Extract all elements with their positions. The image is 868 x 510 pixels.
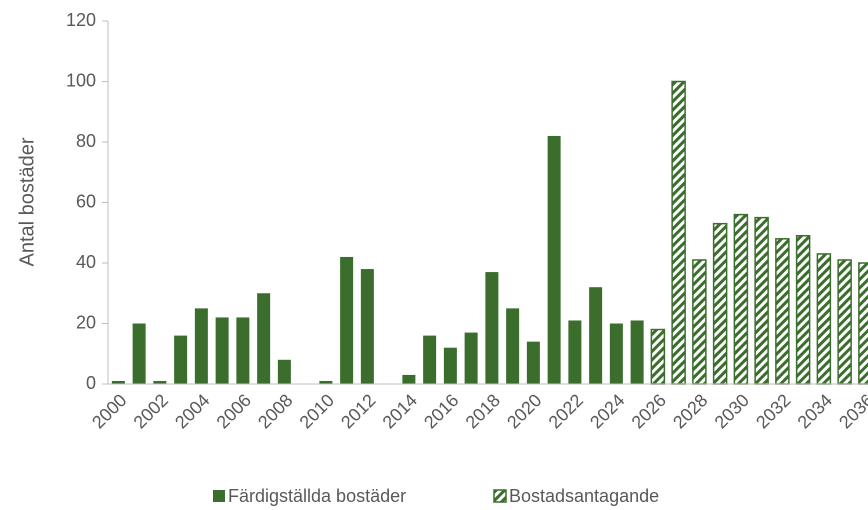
legend-swatch — [213, 490, 225, 502]
x-tick-label: 2024 — [586, 390, 628, 432]
bar — [630, 320, 644, 384]
x-tick-label: 2028 — [669, 390, 711, 432]
bar — [174, 335, 188, 384]
bar — [650, 328, 666, 385]
y-tick-label: 60 — [76, 191, 96, 211]
bar — [692, 259, 707, 385]
legend-label: Bostadsantagande — [509, 486, 659, 506]
x-tick-label: 2036 — [835, 390, 868, 432]
bar — [485, 272, 499, 384]
x-tick-label: 2022 — [545, 390, 587, 432]
y-axis-title: Antal bostäder — [16, 137, 38, 266]
bar — [236, 317, 250, 384]
x-tick-label: 2000 — [88, 390, 130, 432]
x-tick-label: 2012 — [337, 390, 379, 432]
bar — [609, 323, 623, 384]
x-tick-label: 2010 — [296, 390, 338, 432]
bar — [754, 216, 769, 385]
bar — [360, 269, 374, 384]
y-tick-label: 40 — [76, 252, 96, 272]
bar — [194, 308, 208, 384]
y-tick-label: 80 — [76, 131, 96, 151]
bar — [111, 380, 125, 384]
bar — [733, 213, 749, 385]
x-tick-label: 2020 — [503, 390, 545, 432]
bar — [443, 347, 457, 384]
bar — [837, 259, 852, 385]
bar — [132, 323, 146, 384]
bar — [547, 135, 561, 384]
x-tick-label: 2004 — [171, 390, 213, 432]
bar — [775, 238, 790, 385]
bar — [319, 380, 333, 384]
bar — [671, 80, 686, 385]
y-tick-label: 20 — [76, 312, 96, 332]
bar — [506, 308, 520, 384]
bar — [712, 222, 728, 385]
legend-swatch — [493, 489, 507, 503]
y-tick-label: 100 — [66, 70, 96, 90]
x-tick-label: 2032 — [752, 390, 794, 432]
bar — [277, 359, 291, 384]
x-tick-label: 2018 — [462, 390, 504, 432]
bar — [153, 380, 167, 384]
bar — [257, 293, 271, 384]
x-tick-label: 2016 — [420, 390, 462, 432]
y-tick-label: 0 — [86, 373, 96, 393]
bar — [423, 335, 437, 384]
y-tick-label: 120 — [66, 10, 96, 30]
bar — [215, 317, 229, 384]
bar — [464, 332, 478, 384]
bar — [795, 235, 811, 385]
legend-label: Färdigställda bostäder — [228, 486, 406, 506]
x-tick-label: 2002 — [130, 390, 172, 432]
bar — [402, 374, 416, 384]
bar — [340, 256, 354, 384]
x-tick-label: 2026 — [628, 390, 670, 432]
x-tick-label: 2008 — [254, 390, 296, 432]
x-tick-label: 2014 — [379, 390, 421, 432]
x-tick-label: 2006 — [213, 390, 255, 432]
bar — [589, 287, 603, 384]
x-tick-label: 2030 — [711, 390, 753, 432]
bar — [858, 262, 868, 385]
bar — [526, 341, 540, 384]
bar — [568, 320, 582, 384]
bar — [816, 253, 832, 385]
x-tick-label: 2034 — [794, 390, 836, 432]
